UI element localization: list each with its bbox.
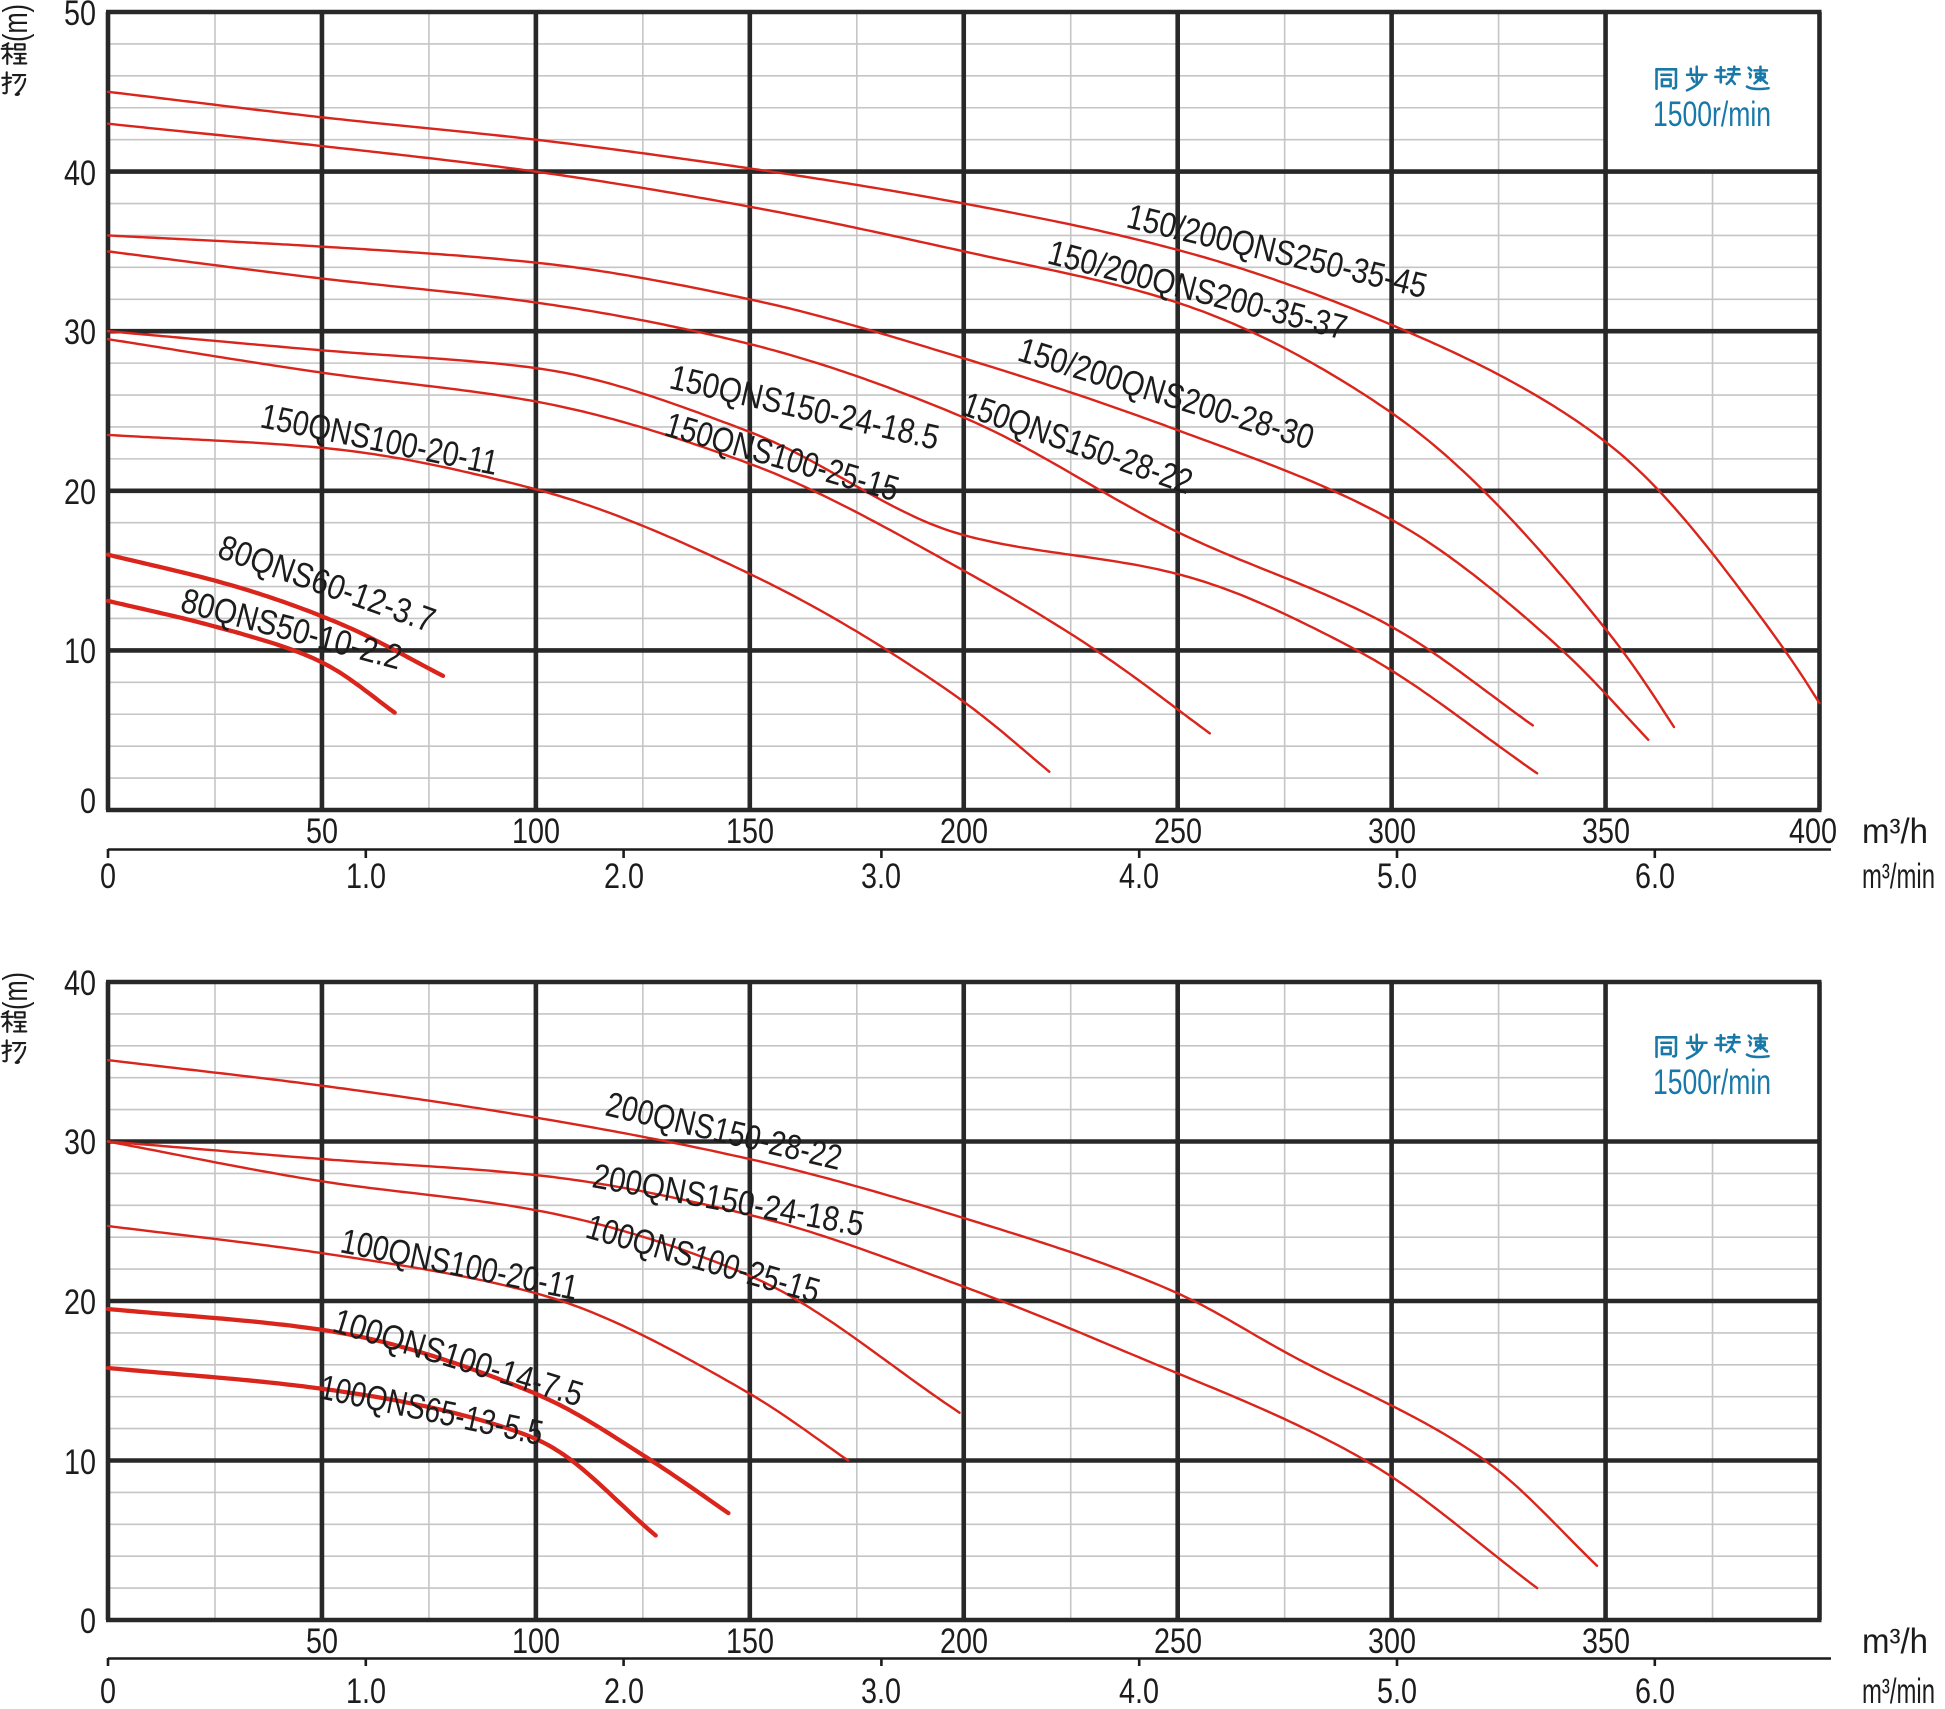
svg-text:2.0: 2.0 [604, 857, 644, 896]
svg-text:1500r/min: 1500r/min [1653, 1063, 1771, 1102]
svg-text:1.0: 1.0 [346, 857, 386, 896]
svg-text:(m): (m) [0, 972, 35, 1010]
svg-text:5.0: 5.0 [1377, 1672, 1417, 1704]
svg-text:0: 0 [80, 1602, 96, 1641]
svg-text:6.0: 6.0 [1635, 1672, 1675, 1704]
svg-text:20: 20 [64, 473, 96, 512]
svg-text:0: 0 [80, 782, 96, 821]
svg-text:200: 200 [940, 812, 988, 851]
svg-text:100: 100 [512, 812, 560, 851]
svg-text:200: 200 [940, 1622, 988, 1661]
svg-text:10: 10 [64, 1443, 96, 1482]
svg-text:10: 10 [64, 632, 96, 671]
svg-text:300: 300 [1368, 1622, 1416, 1661]
svg-text:150: 150 [726, 812, 774, 851]
svg-text:5.0: 5.0 [1377, 857, 1417, 896]
svg-text:4.0: 4.0 [1119, 1672, 1159, 1704]
svg-text:0: 0 [100, 857, 116, 896]
svg-text:m³/min: m³/min [1862, 857, 1935, 896]
svg-text:100: 100 [512, 1622, 560, 1661]
svg-text:(m): (m) [0, 4, 35, 42]
svg-text:40: 40 [64, 964, 96, 1003]
svg-text:4.0: 4.0 [1119, 857, 1159, 896]
svg-text:350: 350 [1582, 1622, 1630, 1661]
svg-text:m³/h: m³/h [1862, 812, 1928, 851]
svg-text:40: 40 [64, 154, 96, 193]
svg-text:30: 30 [64, 1123, 96, 1162]
svg-text:30: 30 [64, 313, 96, 352]
svg-text:1.0: 1.0 [346, 1672, 386, 1704]
svg-text:2.0: 2.0 [604, 1672, 644, 1704]
svg-text:150: 150 [726, 1622, 774, 1661]
svg-text:300: 300 [1368, 812, 1416, 851]
svg-text:3.0: 3.0 [861, 857, 901, 896]
svg-text:0: 0 [100, 1672, 116, 1704]
svg-text:50: 50 [306, 812, 338, 851]
svg-text:20: 20 [64, 1283, 96, 1322]
svg-text:250: 250 [1154, 812, 1202, 851]
svg-text:400: 400 [1789, 812, 1837, 851]
svg-text:350: 350 [1582, 812, 1630, 851]
svg-text:3.0: 3.0 [861, 1672, 901, 1704]
svg-text:50: 50 [306, 1622, 338, 1661]
svg-text:50: 50 [64, 0, 96, 33]
svg-text:m³/h: m³/h [1862, 1622, 1928, 1661]
svg-text:250: 250 [1154, 1622, 1202, 1661]
svg-text:6.0: 6.0 [1635, 857, 1675, 896]
svg-text:m³/min: m³/min [1862, 1672, 1935, 1704]
svg-text:1500r/min: 1500r/min [1653, 95, 1771, 134]
